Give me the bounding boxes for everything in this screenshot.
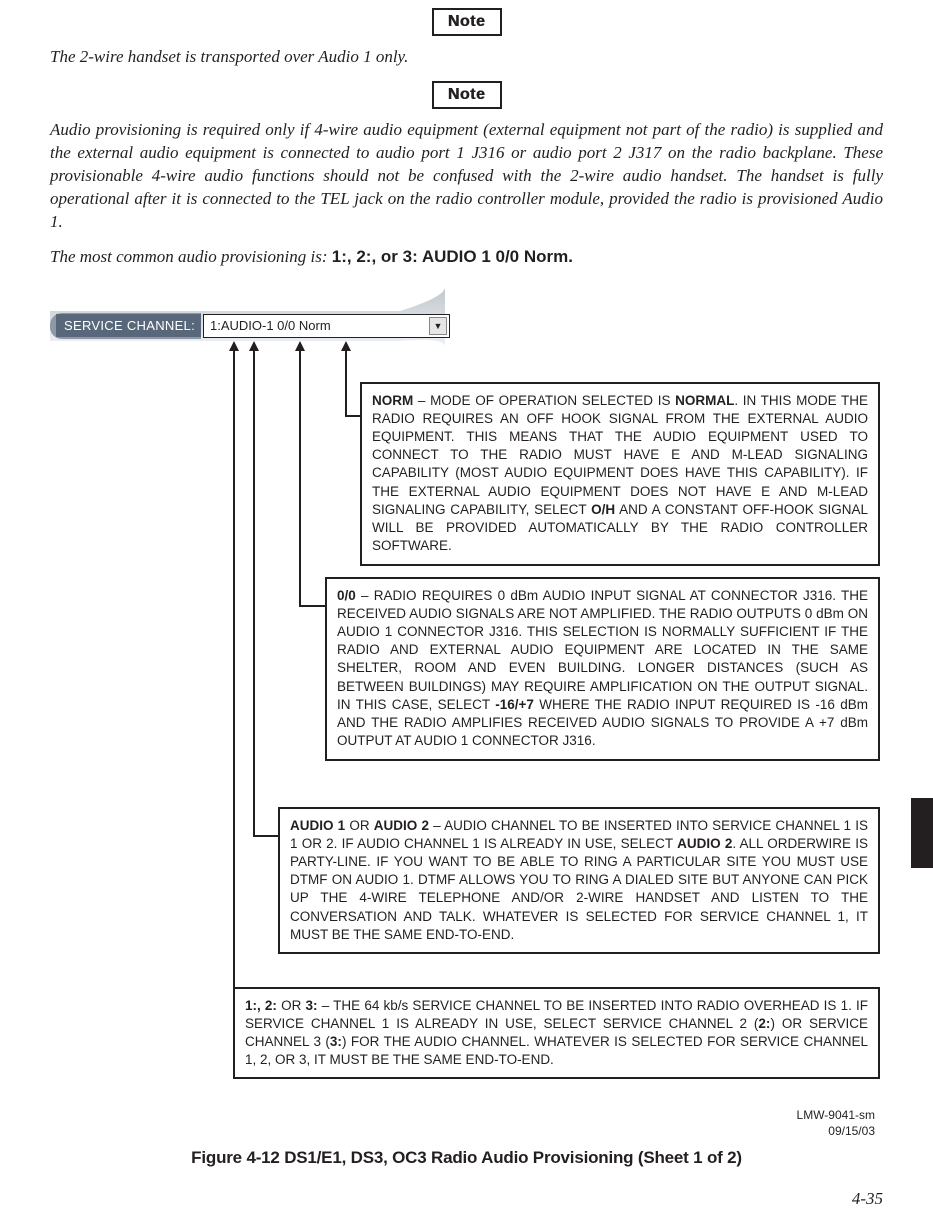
meta-line-2: 09/15/03 (797, 1124, 875, 1140)
figure-metadata: LMW-9041-sm 09/15/03 (797, 1108, 875, 1139)
leader-line-norm-v (345, 351, 347, 417)
service-channel-label: SERVICE CHANNEL: (56, 314, 201, 337)
callout-12-b3: 2: (758, 1016, 770, 1031)
side-tab-marker (911, 798, 933, 868)
callout-00-b2: -16/+7 (495, 697, 534, 712)
dropdown-value: 1:AUDIO-1 0/0 Norm (210, 318, 331, 333)
callout-00: 0/0 – RADIO REQUIRES 0 dBm AUDIO INPUT S… (325, 577, 880, 761)
callout-12-b1: 1:, 2: (245, 998, 277, 1013)
callout-12-t1: OR (277, 998, 306, 1013)
arrow-head-4 (341, 341, 351, 351)
meta-line-1: LMW-9041-sm (797, 1108, 875, 1124)
service-channel-label-bg: SERVICE CHANNEL: (50, 313, 201, 339)
figure-caption: Figure 4-12 DS1/E1, DS3, OC3 Radio Audio… (0, 1148, 933, 1168)
dropdown-arrow-icon[interactable]: ▼ (429, 317, 447, 335)
para3-bold: 1:, 2:, or 3: AUDIO 1 0/0 Norm. (332, 247, 573, 266)
callout-audio-b1: AUDIO 1 (290, 818, 345, 833)
callout-norm-t1: – MODE OF OPERATION SELECTED IS (413, 393, 675, 408)
callout-norm-b1: NORM (372, 393, 413, 408)
callout-norm: NORM – MODE OF OPERATION SELECTED IS NOR… (360, 382, 880, 566)
paragraph-1: The 2-wire handset is transported over A… (50, 46, 883, 69)
arrow-head-2 (249, 341, 259, 351)
paragraph-2: Audio provisioning is required only if 4… (50, 119, 883, 234)
callout-12-b2: 3: (306, 998, 318, 1013)
callout-00-b1: 0/0 (337, 588, 356, 603)
leader-line-12-v (233, 351, 235, 1017)
service-channel-dropdown[interactable]: 1:AUDIO-1 0/0 Norm ▼ (203, 314, 450, 338)
callout-12-b4: 3: (330, 1034, 342, 1049)
callout-norm-t2: . IN THIS MODE THE RADIO REQUIRES AN OFF… (372, 393, 868, 517)
leader-line-audio-v (253, 351, 255, 837)
arrow-head-3 (295, 341, 305, 351)
service-channel-bar: SERVICE CHANNEL: 1:AUDIO-1 0/0 Norm ▼ (50, 313, 450, 339)
leader-line-00-v (299, 351, 301, 607)
callout-audio-t3: . ALL ORDERWIRE IS PARTY-LINE. IF YOU WA… (290, 836, 868, 942)
note-box-1: Note (432, 8, 502, 36)
callout-audio: AUDIO 1 OR AUDIO 2 – AUDIO CHANNEL TO BE… (278, 807, 880, 955)
callout-12: 1:, 2: OR 3: – THE 64 kb/s SERVICE CHANN… (233, 987, 880, 1080)
callout-audio-t1: OR (345, 818, 374, 833)
callout-norm-b2: NORMAL (675, 393, 734, 408)
callout-norm-b3: O/H (591, 502, 615, 517)
arrow-head-1 (229, 341, 239, 351)
paragraph-3: The most common audio provisioning is: 1… (50, 246, 883, 269)
para3-prefix: The most common audio provisioning is: (50, 247, 332, 266)
page-number: 4-35 (852, 1189, 883, 1209)
note-box-2: Note (432, 81, 502, 109)
callout-audio-b2: AUDIO 2 (374, 818, 429, 833)
callout-audio-b3: AUDIO 2 (677, 836, 732, 851)
diagram-area: SERVICE CHANNEL: 1:AUDIO-1 0/0 Norm ▼ NO… (50, 287, 883, 1097)
callout-00-t1: – RADIO REQUIRES 0 dBm AUDIO INPUT SIGNA… (337, 588, 868, 712)
